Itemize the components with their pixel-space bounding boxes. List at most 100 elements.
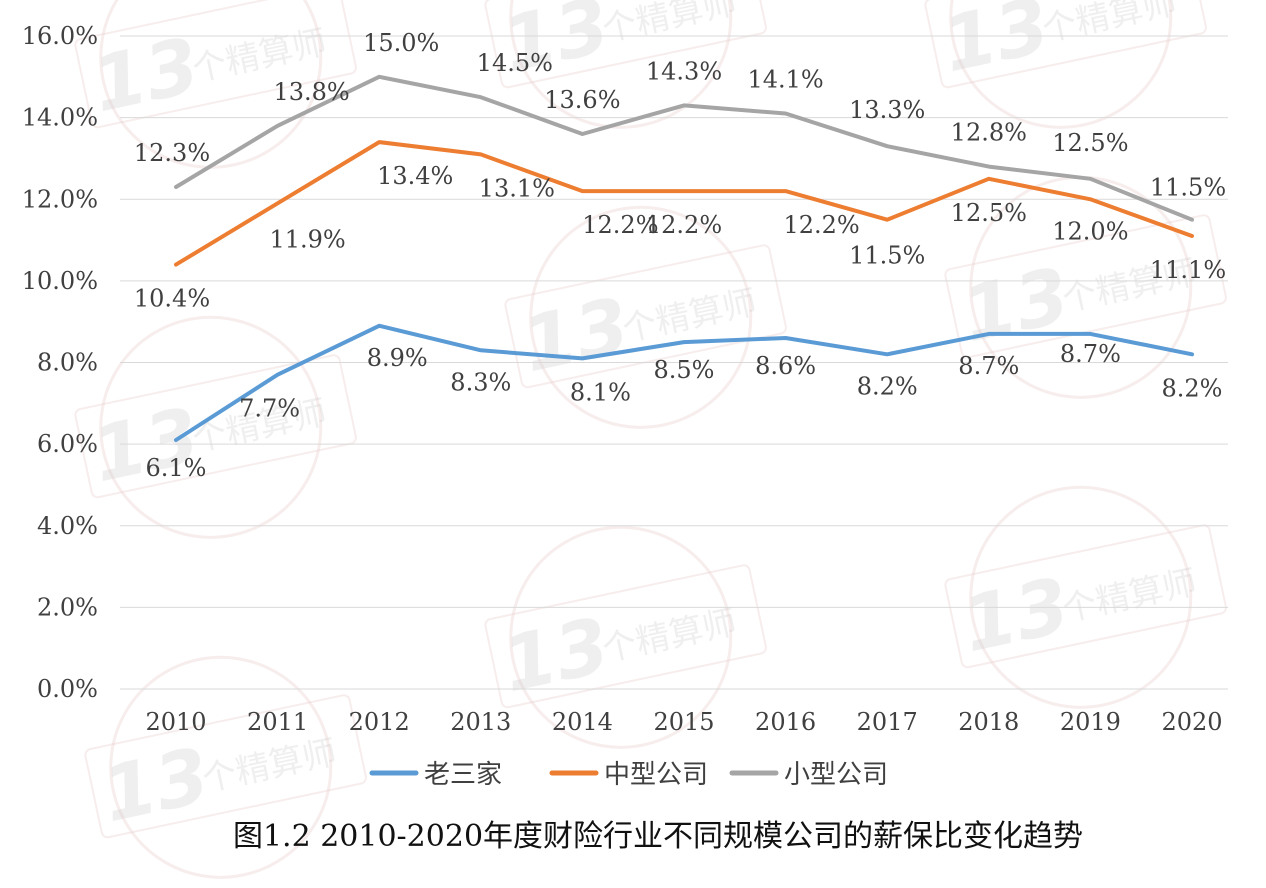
x-axis: 2010 2011 2012 2013 2014 2015 2016 2017 2018 2019… — [145, 708, 1222, 736]
data-label: 12.3% — [134, 139, 210, 167]
data-label: 8.7% — [1060, 340, 1121, 368]
data-label: 8.2% — [1162, 374, 1223, 402]
x-tick-label: 2015 — [653, 708, 714, 736]
watermark-circle — [509, 525, 733, 749]
data-label: 13.6% — [544, 86, 620, 114]
legend-item: 中型公司 — [549, 760, 708, 790]
y-tick-label: 12.0% — [22, 185, 98, 213]
y-tick-label: 8.0% — [37, 349, 98, 377]
data-label: 8.2% — [857, 372, 918, 400]
watermark-circle — [99, 315, 323, 539]
data-labels: 6.1% 7.7% 8.9% 8.3% 8.1% 8.5% 8.6% 8.2% 8.7% 8.7%… — [134, 29, 1226, 482]
watermark-circle — [99, 0, 323, 169]
data-label: 11.5% — [849, 242, 925, 270]
watermark-circle — [969, 175, 1193, 399]
data-label: 8.6% — [755, 352, 816, 380]
data-label: 6.1% — [146, 454, 207, 482]
y-tick-label: 4.0% — [37, 512, 98, 540]
x-tick-label: 2012 — [349, 708, 410, 736]
data-label: 12.5% — [1052, 129, 1128, 157]
y-tick-label: 6.0% — [37, 430, 98, 458]
watermark-number: 13 — [85, 390, 207, 499]
series-line-老三家 — [174, 323, 1194, 442]
watermark-frame — [484, 564, 767, 709]
x-tick-label: 2010 — [145, 708, 206, 736]
data-label: 11.1% — [1150, 256, 1226, 284]
data-label: 8.1% — [570, 378, 631, 406]
y-axis: 0.0% 2.0% 4.0% 6.0% 8.0% 10.0% 12.0% 14.0% 16.0% — [22, 22, 98, 703]
data-label: 13.1% — [479, 174, 555, 202]
watermark-frame — [84, 694, 367, 839]
watermark-frame — [944, 214, 1227, 359]
watermark-circle — [969, 485, 1193, 709]
watermark-label: 个精算师 — [599, 602, 740, 669]
x-tick-label: 2016 — [755, 708, 816, 736]
data-label: 12.2% — [783, 211, 859, 239]
watermark-frame — [504, 244, 787, 389]
x-tick-label: 2020 — [1161, 708, 1222, 736]
watermark-label: 个精算师 — [1059, 562, 1200, 629]
watermark-label: 个精算师 — [199, 732, 340, 799]
y-tick-label: 10.0% — [22, 267, 98, 295]
data-label: 14.5% — [477, 49, 553, 77]
data-label: 15.0% — [363, 29, 439, 57]
x-tick-label: 2017 — [857, 708, 918, 736]
watermark-circle — [949, 0, 1173, 129]
legend-item: 老三家 — [369, 760, 502, 790]
watermark-frame — [944, 524, 1227, 669]
watermark-circle — [509, 0, 733, 129]
watermark-number: 13 — [85, 20, 207, 129]
data-label: 8.3% — [450, 368, 511, 396]
legend-label: 中型公司 — [604, 760, 708, 790]
watermark-number: 13 — [955, 560, 1077, 669]
watermark-frame — [924, 0, 1207, 89]
y-tick-label: 16.0% — [22, 22, 98, 50]
data-label: 12.0% — [1052, 217, 1128, 245]
x-tick-label: 2018 — [958, 708, 1019, 736]
series-lines — [174, 74, 1194, 442]
data-label: 13.3% — [849, 96, 925, 124]
watermark-circle — [529, 205, 753, 429]
series-line-小型公司 — [174, 74, 1194, 222]
data-label: 10.4% — [134, 285, 210, 313]
legend-item: 小型公司 — [729, 760, 888, 790]
y-tick-label: 2.0% — [37, 593, 98, 621]
legend: 老三家 中型公司 小型公司 — [369, 760, 888, 790]
series-line-中型公司 — [174, 140, 1194, 267]
legend-label: 小型公司 — [784, 760, 888, 790]
data-label: 13.4% — [377, 162, 453, 190]
data-label: 12.8% — [951, 119, 1027, 147]
watermark-number: 13 — [495, 600, 617, 709]
x-tick-label: 2011 — [247, 708, 308, 736]
watermark-frame — [74, 354, 357, 499]
watermark-frame — [484, 0, 767, 89]
watermark-number: 13 — [515, 280, 637, 389]
watermark-circle — [109, 655, 333, 879]
x-tick-label: 2014 — [552, 708, 613, 736]
watermark-number: 13 — [95, 730, 217, 839]
data-label: 11.5% — [1150, 174, 1226, 202]
y-tick-label: 14.0% — [22, 104, 98, 132]
chart-caption: 图1.2 2010-2020年度财险行业不同规模公司的薪保比变化趋势 — [233, 819, 1083, 854]
x-tick-label: 2013 — [450, 708, 511, 736]
legend-label: 老三家 — [424, 760, 502, 790]
data-label: 7.7% — [239, 395, 300, 423]
data-label: 14.3% — [646, 57, 722, 85]
data-label: 14.1% — [747, 66, 823, 94]
data-label: 8.9% — [367, 344, 428, 372]
watermark-frame — [74, 0, 357, 129]
x-tick-label: 2019 — [1060, 708, 1121, 736]
data-label: 13.8% — [273, 78, 349, 106]
data-label: 11.9% — [269, 225, 345, 253]
data-label: 12.5% — [951, 199, 1027, 227]
data-label: 12.2% — [646, 211, 722, 239]
watermark-number: 13 — [955, 250, 1077, 359]
data-label: 8.5% — [654, 356, 715, 384]
data-label: 8.7% — [958, 352, 1019, 380]
y-tick-label: 0.0% — [37, 675, 98, 703]
